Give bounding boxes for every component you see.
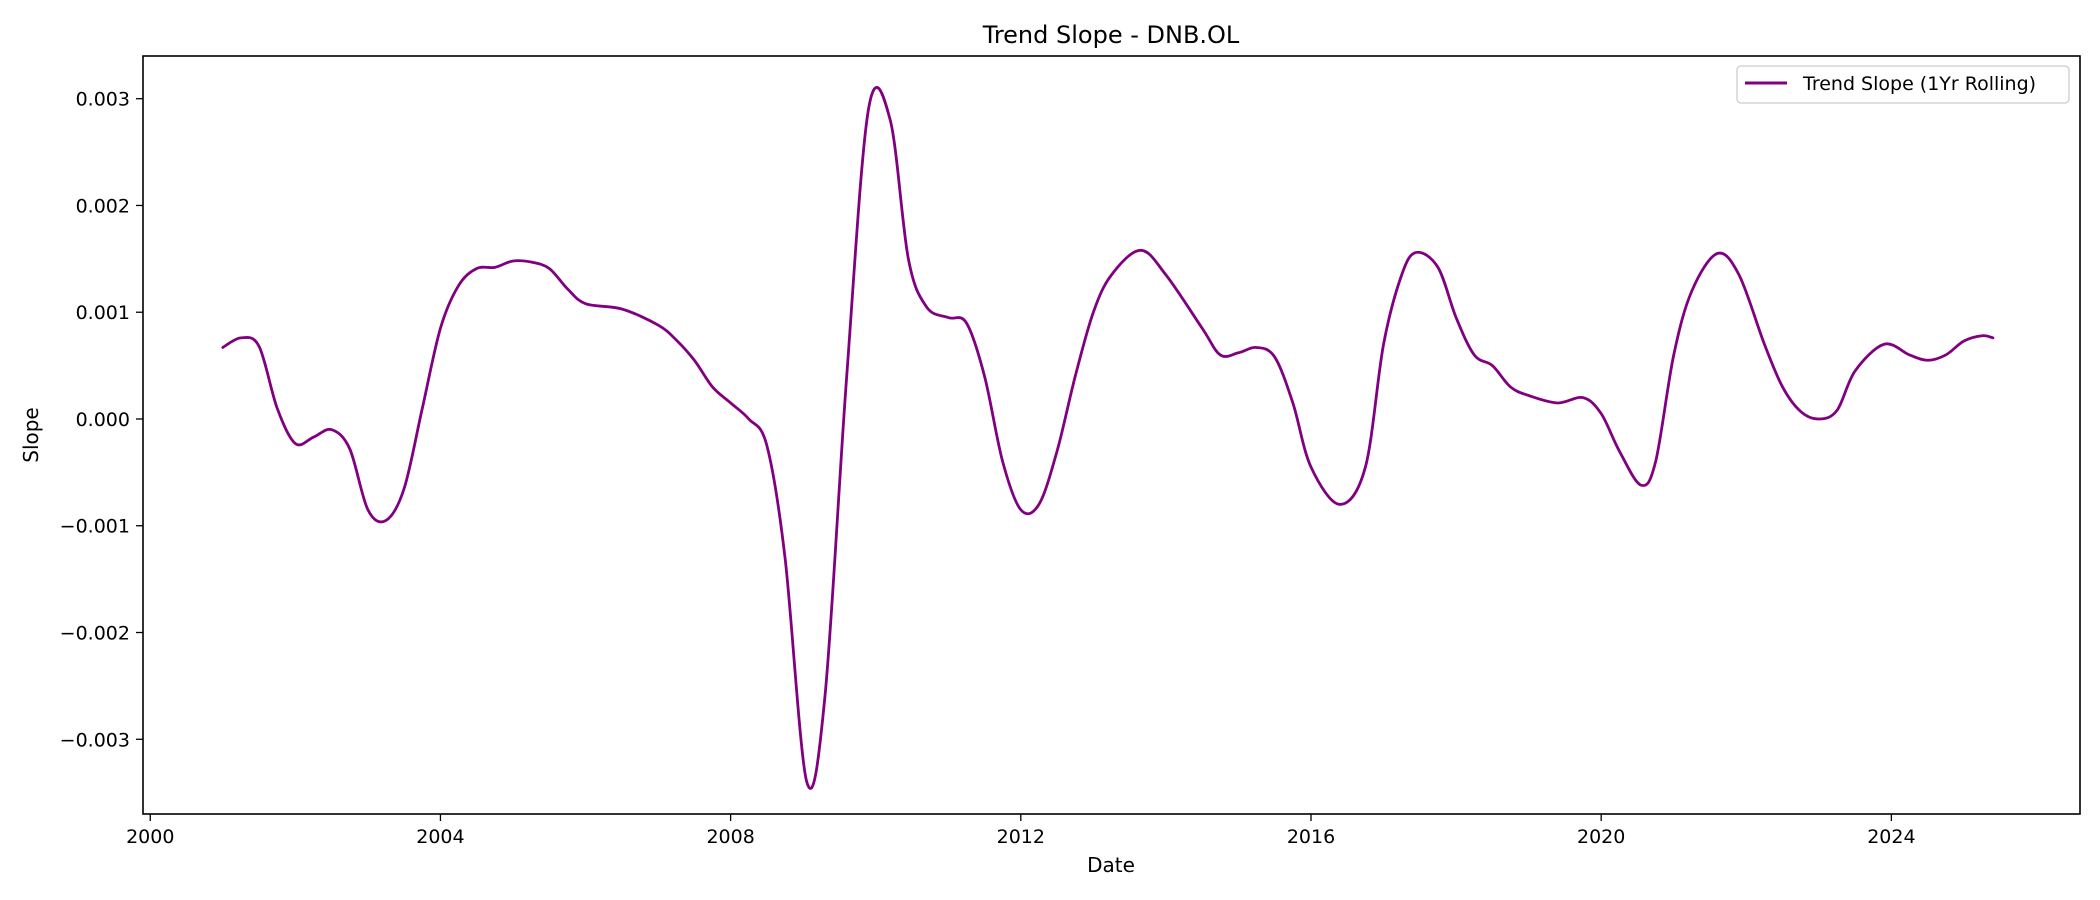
chart-title: Trend Slope - DNB.OL <box>982 21 1240 49</box>
x-tick-label: 2012 <box>997 826 1045 848</box>
y-tick-label: 0.002 <box>76 195 130 217</box>
legend-label: Trend Slope (1Yr Rolling) <box>1802 73 2036 95</box>
y-tick-label: −0.003 <box>60 729 130 751</box>
x-axis: 2000 2004 2008 2012 2016 2020 2024 <box>126 814 1916 848</box>
x-tick-label: 2016 <box>1287 826 1335 848</box>
y-tick-label: 0.003 <box>76 89 130 111</box>
y-axis-title: Slope <box>19 407 43 463</box>
y-axis: −0.003 −0.002 −0.001 0.000 0.001 0.002 0.003 <box>60 89 143 751</box>
series-line-trend-slope <box>221 86 1995 790</box>
x-tick-label: 2004 <box>416 826 464 848</box>
series-layer <box>221 86 1995 790</box>
x-tick-label: 2008 <box>706 826 754 848</box>
x-tick-label: 2024 <box>1867 826 1915 848</box>
y-tick-label: 0.001 <box>76 302 130 324</box>
x-axis-title: Date <box>1087 853 1135 877</box>
legend: Trend Slope (1Yr Rolling) <box>1736 65 2070 104</box>
x-tick-label: 2020 <box>1577 826 1625 848</box>
y-tick-label: −0.001 <box>60 516 130 538</box>
y-tick-label: −0.002 <box>60 623 130 645</box>
plot-area-frame <box>142 55 2081 815</box>
legend-box <box>1736 65 2070 104</box>
x-tick-label: 2000 <box>126 826 174 848</box>
y-tick-label: 0.000 <box>76 409 130 431</box>
